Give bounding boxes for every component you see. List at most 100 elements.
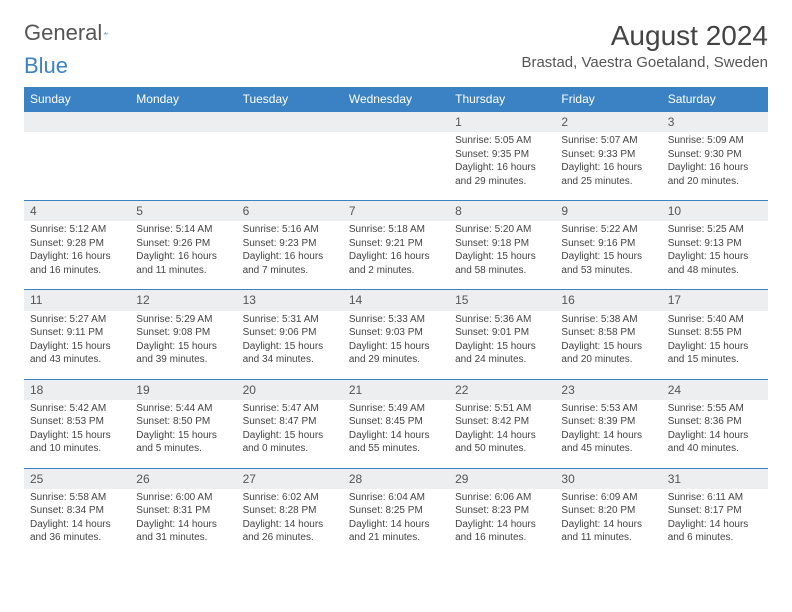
day-cell: Sunrise: 5:49 AMSunset: 8:45 PMDaylight:… [343,400,449,469]
day-cell [343,132,449,201]
day-cell: Sunrise: 6:09 AMSunset: 8:20 PMDaylight:… [555,489,661,557]
day-number-cell: 4 [24,201,130,222]
calendar: SundayMondayTuesdayWednesdayThursdayFrid… [24,87,768,557]
sunrise-line: Sunrise: 5:22 AM [561,223,655,237]
day-number-cell: 31 [662,468,768,489]
day-number-cell: 15 [449,290,555,311]
daylight-line: Daylight: 15 hours and 5 minutes. [136,429,230,456]
day-cell: Sunrise: 5:42 AMSunset: 8:53 PMDaylight:… [24,400,130,469]
sunrise-line: Sunrise: 5:53 AM [561,402,655,416]
day-cell: Sunrise: 5:47 AMSunset: 8:47 PMDaylight:… [237,400,343,469]
day-number: 8 [449,201,555,221]
sunset-line: Sunset: 9:03 PM [349,326,443,340]
day-number-cell: 10 [662,201,768,222]
day-cell-body: Sunrise: 5:44 AMSunset: 8:50 PMDaylight:… [130,400,236,462]
day-cell: Sunrise: 5:53 AMSunset: 8:39 PMDaylight:… [555,400,661,469]
day-cell-body: Sunrise: 5:22 AMSunset: 9:16 PMDaylight:… [555,221,661,283]
sunrise-line: Sunrise: 5:47 AM [243,402,337,416]
day-header: Thursday [449,87,555,112]
sunrise-line: Sunrise: 5:09 AM [668,134,762,148]
day-cell: Sunrise: 5:07 AMSunset: 9:33 PMDaylight:… [555,132,661,201]
day-cell: Sunrise: 5:27 AMSunset: 9:11 PMDaylight:… [24,311,130,380]
day-cell-body: Sunrise: 6:04 AMSunset: 8:25 PMDaylight:… [343,489,449,551]
day-cell: Sunrise: 5:36 AMSunset: 9:01 PMDaylight:… [449,311,555,380]
sunset-line: Sunset: 9:16 PM [561,237,655,251]
sunrise-line: Sunrise: 5:38 AM [561,313,655,327]
day-number: 27 [237,469,343,489]
sunrise-line: Sunrise: 5:12 AM [30,223,124,237]
calendar-head: SundayMondayTuesdayWednesdayThursdayFrid… [24,87,768,112]
sunrise-line: Sunrise: 5:27 AM [30,313,124,327]
day-cell-body: Sunrise: 5:55 AMSunset: 8:36 PMDaylight:… [662,400,768,462]
day-number: 31 [662,469,768,489]
sunrise-line: Sunrise: 5:20 AM [455,223,549,237]
day-cell: Sunrise: 5:18 AMSunset: 9:21 PMDaylight:… [343,221,449,290]
day-cell: Sunrise: 5:51 AMSunset: 8:42 PMDaylight:… [449,400,555,469]
day-number-cell: 17 [662,290,768,311]
daylight-line: Daylight: 15 hours and 24 minutes. [455,340,549,367]
day-number: 5 [130,201,236,221]
day-cell-body: Sunrise: 6:02 AMSunset: 8:28 PMDaylight:… [237,489,343,551]
daylight-line: Daylight: 16 hours and 11 minutes. [136,250,230,277]
daylight-line: Daylight: 16 hours and 2 minutes. [349,250,443,277]
daylight-line: Daylight: 15 hours and 39 minutes. [136,340,230,367]
daylight-line: Daylight: 14 hours and 50 minutes. [455,429,549,456]
day-cell-body: Sunrise: 5:33 AMSunset: 9:03 PMDaylight:… [343,311,449,373]
sunrise-line: Sunrise: 6:02 AM [243,491,337,505]
sunrise-line: Sunrise: 5:40 AM [668,313,762,327]
daylight-line: Daylight: 16 hours and 25 minutes. [561,161,655,188]
day-number-cell: 30 [555,468,661,489]
day-number-cell: 16 [555,290,661,311]
sunrise-line: Sunrise: 5:36 AM [455,313,549,327]
day-number-cell: 19 [130,379,236,400]
sunrise-line: Sunrise: 5:31 AM [243,313,337,327]
daylight-line: Daylight: 15 hours and 53 minutes. [561,250,655,277]
day-cell-body: Sunrise: 6:06 AMSunset: 8:23 PMDaylight:… [449,489,555,551]
sunrise-line: Sunrise: 5:05 AM [455,134,549,148]
sunrise-line: Sunrise: 5:07 AM [561,134,655,148]
day-number-cell: 3 [662,112,768,133]
sunrise-line: Sunrise: 6:09 AM [561,491,655,505]
sunset-line: Sunset: 9:28 PM [30,237,124,251]
day-cell-body: Sunrise: 5:29 AMSunset: 9:08 PMDaylight:… [130,311,236,373]
daylight-line: Daylight: 15 hours and 34 minutes. [243,340,337,367]
sunset-line: Sunset: 9:21 PM [349,237,443,251]
daylight-line: Daylight: 16 hours and 7 minutes. [243,250,337,277]
day-cell: Sunrise: 5:44 AMSunset: 8:50 PMDaylight:… [130,400,236,469]
daylight-line: Daylight: 15 hours and 48 minutes. [668,250,762,277]
day-cell-body: Sunrise: 5:53 AMSunset: 8:39 PMDaylight:… [555,400,661,462]
day-cell-body: Sunrise: 5:07 AMSunset: 9:33 PMDaylight:… [555,132,661,194]
day-number: 7 [343,201,449,221]
sunrise-line: Sunrise: 6:00 AM [136,491,230,505]
day-cell-body: Sunrise: 5:51 AMSunset: 8:42 PMDaylight:… [449,400,555,462]
day-number-cell [130,112,236,133]
daylight-line: Daylight: 15 hours and 58 minutes. [455,250,549,277]
day-number: 18 [24,380,130,400]
day-number: 2 [555,112,661,132]
title-block: August 2024 Brastad, Vaestra Goetaland, … [521,20,768,71]
sunrise-line: Sunrise: 5:18 AM [349,223,443,237]
sunrise-line: Sunrise: 6:04 AM [349,491,443,505]
daylight-line: Daylight: 14 hours and 11 minutes. [561,518,655,545]
sunset-line: Sunset: 8:23 PM [455,504,549,518]
sunset-line: Sunset: 8:28 PM [243,504,337,518]
day-number-cell [237,112,343,133]
sunrise-line: Sunrise: 6:06 AM [455,491,549,505]
day-number-cell [343,112,449,133]
day-number-cell: 9 [555,201,661,222]
day-number: 16 [555,290,661,310]
sunset-line: Sunset: 9:33 PM [561,148,655,162]
daylight-line: Daylight: 14 hours and 31 minutes. [136,518,230,545]
day-header: Sunday [24,87,130,112]
day-cell: Sunrise: 5:16 AMSunset: 9:23 PMDaylight:… [237,221,343,290]
day-cell: Sunrise: 5:31 AMSunset: 9:06 PMDaylight:… [237,311,343,380]
daylight-line: Daylight: 14 hours and 55 minutes. [349,429,443,456]
day-number: 11 [24,290,130,310]
sunrise-line: Sunrise: 5:44 AM [136,402,230,416]
sunset-line: Sunset: 9:08 PM [136,326,230,340]
sunset-line: Sunset: 9:18 PM [455,237,549,251]
day-number-cell: 20 [237,379,343,400]
sunset-line: Sunset: 9:30 PM [668,148,762,162]
day-header: Wednesday [343,87,449,112]
sunrise-line: Sunrise: 5:55 AM [668,402,762,416]
